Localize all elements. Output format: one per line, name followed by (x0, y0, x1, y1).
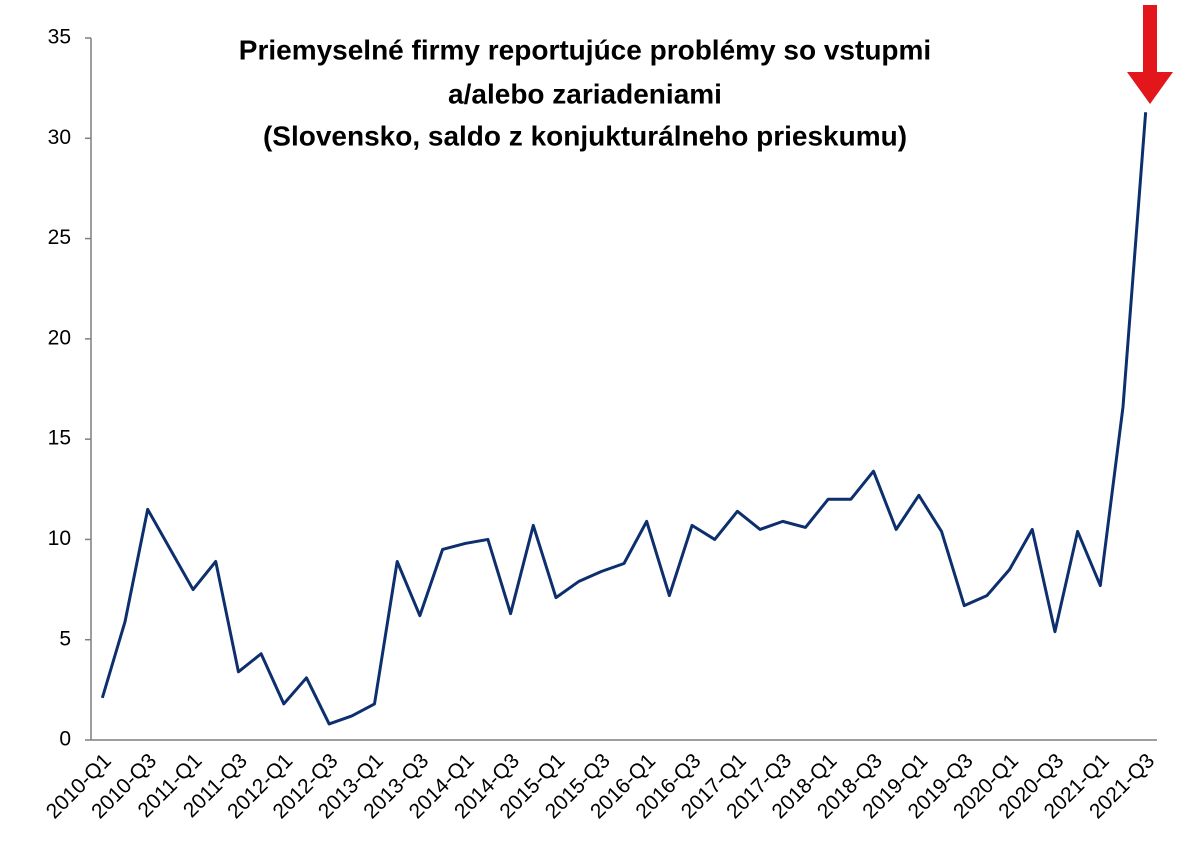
data-line (100, 112, 1148, 726)
y-tick-label: 15 (48, 427, 71, 450)
y-tick-label: 20 (48, 326, 71, 349)
chart-title: Priemyselné firmy reportujúce problémy s… (239, 34, 931, 65)
arrow (1127, 5, 1173, 104)
y-tick-label: 30 (48, 126, 71, 149)
y-tick-label: 35 (48, 26, 71, 49)
y-tick-label: 0 (59, 728, 71, 751)
y-tick-label: 5 (59, 627, 71, 650)
chart-title: a/alebo zariadeniami (448, 78, 722, 109)
chart-title: (Slovensko, saldo z konjukturálneho prie… (263, 120, 907, 151)
y-tick-label: 25 (48, 226, 71, 249)
y-tick-label: 10 (48, 527, 71, 550)
